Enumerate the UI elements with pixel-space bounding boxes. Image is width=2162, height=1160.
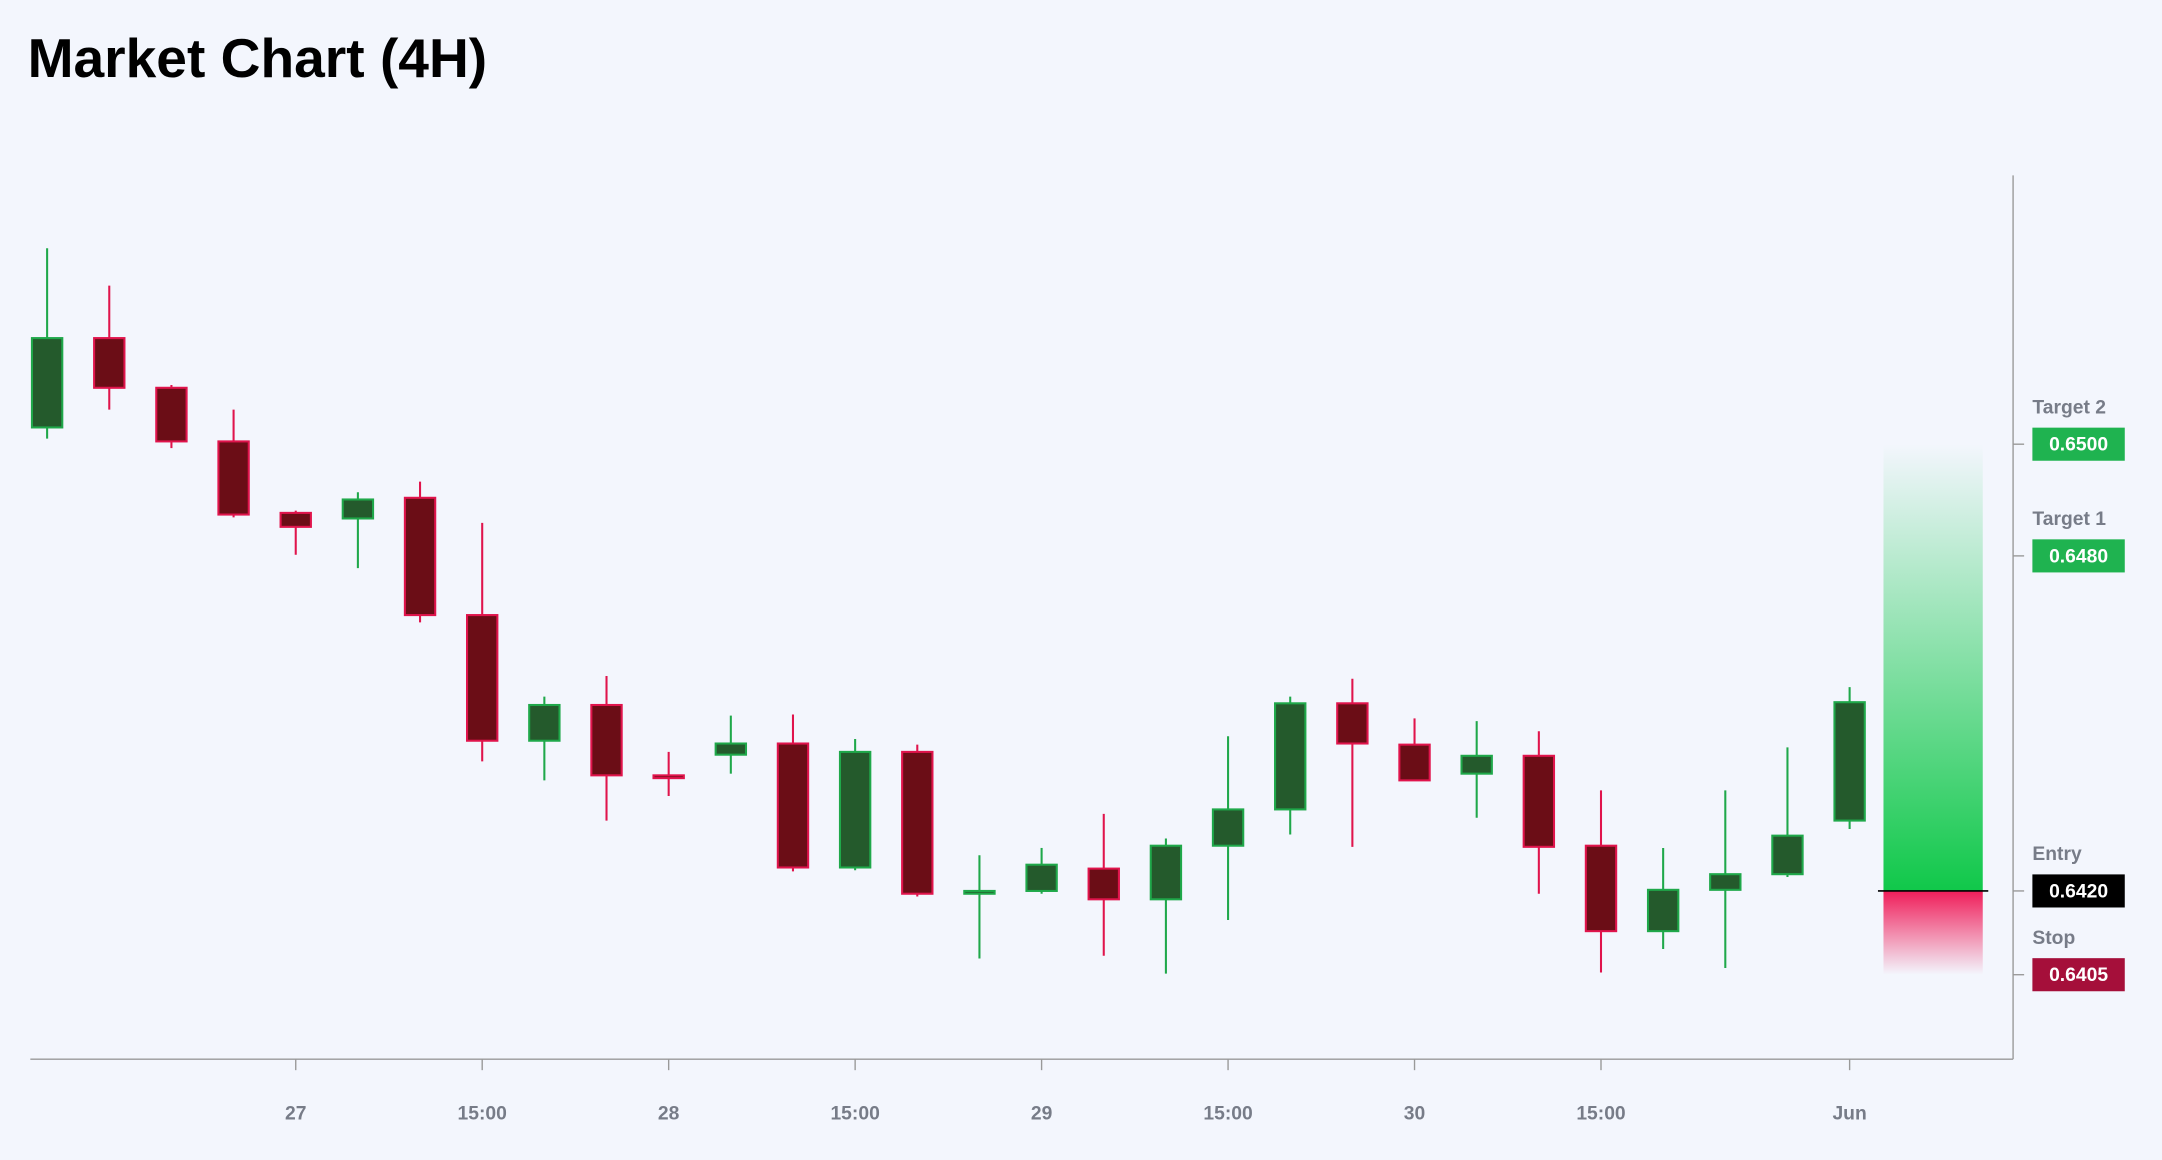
level-box [2032, 539, 2125, 573]
candle-body [466, 614, 499, 742]
level-value: 0.6405 [2049, 965, 2108, 986]
candle-body [901, 750, 934, 895]
candle-body [217, 440, 250, 516]
candle-body [1584, 844, 1618, 933]
candle-body [1709, 873, 1742, 891]
x-tick-label: 15:00 [1576, 1103, 1625, 1124]
loss-zone [1883, 890, 1983, 975]
candle-body [963, 889, 996, 895]
x-tick-label: 15:00 [1203, 1103, 1252, 1124]
candle-body [403, 496, 437, 617]
candle-body [1771, 834, 1804, 876]
x-tick-label: 15:00 [458, 1103, 507, 1124]
candle-body [1087, 867, 1120, 901]
candle-body [838, 750, 872, 869]
x-tick-label: 30 [1404, 1103, 1425, 1124]
level-box [2032, 958, 2125, 992]
level-name: Target 1 [2032, 509, 2106, 530]
candle-body [1211, 808, 1245, 847]
level-value: 0.6480 [2049, 546, 2108, 567]
candle-body [1149, 844, 1183, 901]
candle-body [1025, 863, 1058, 892]
candle-body [341, 498, 375, 520]
candle-body [1646, 888, 1680, 933]
level-box [2032, 874, 2125, 908]
candle-body [30, 337, 64, 429]
x-tick-label: 27 [285, 1103, 306, 1124]
x-tick-label: 15:00 [830, 1103, 879, 1124]
candle-body [1522, 754, 1556, 848]
candle-body [776, 742, 810, 869]
candle-body [590, 703, 623, 777]
candle-body [652, 774, 685, 780]
level-name: Target 2 [2032, 397, 2106, 418]
x-tick-label: Jun [1832, 1103, 1866, 1124]
x-tick-label: 28 [658, 1103, 680, 1124]
candle-body [93, 337, 126, 389]
candle-body [714, 742, 748, 756]
candle-body [1398, 743, 1431, 782]
profit-zone [1883, 444, 1983, 891]
level-value: 0.6500 [2049, 435, 2108, 456]
chart-title: Market Chart (4H) [28, 27, 488, 89]
candle-body [1833, 701, 1866, 822]
candle-body [155, 386, 188, 443]
level-value: 0.6420 [2049, 881, 2108, 902]
candle-body [1274, 702, 1307, 811]
candle-body [279, 511, 312, 528]
candle-body [1336, 702, 1369, 745]
x-tick-label: 29 [1031, 1103, 1053, 1124]
level-box [2032, 427, 2125, 461]
candle-body [1460, 754, 1493, 775]
level-name: Entry [2032, 844, 2082, 865]
candle-body [528, 703, 561, 742]
level-name: Stop [2032, 928, 2075, 949]
